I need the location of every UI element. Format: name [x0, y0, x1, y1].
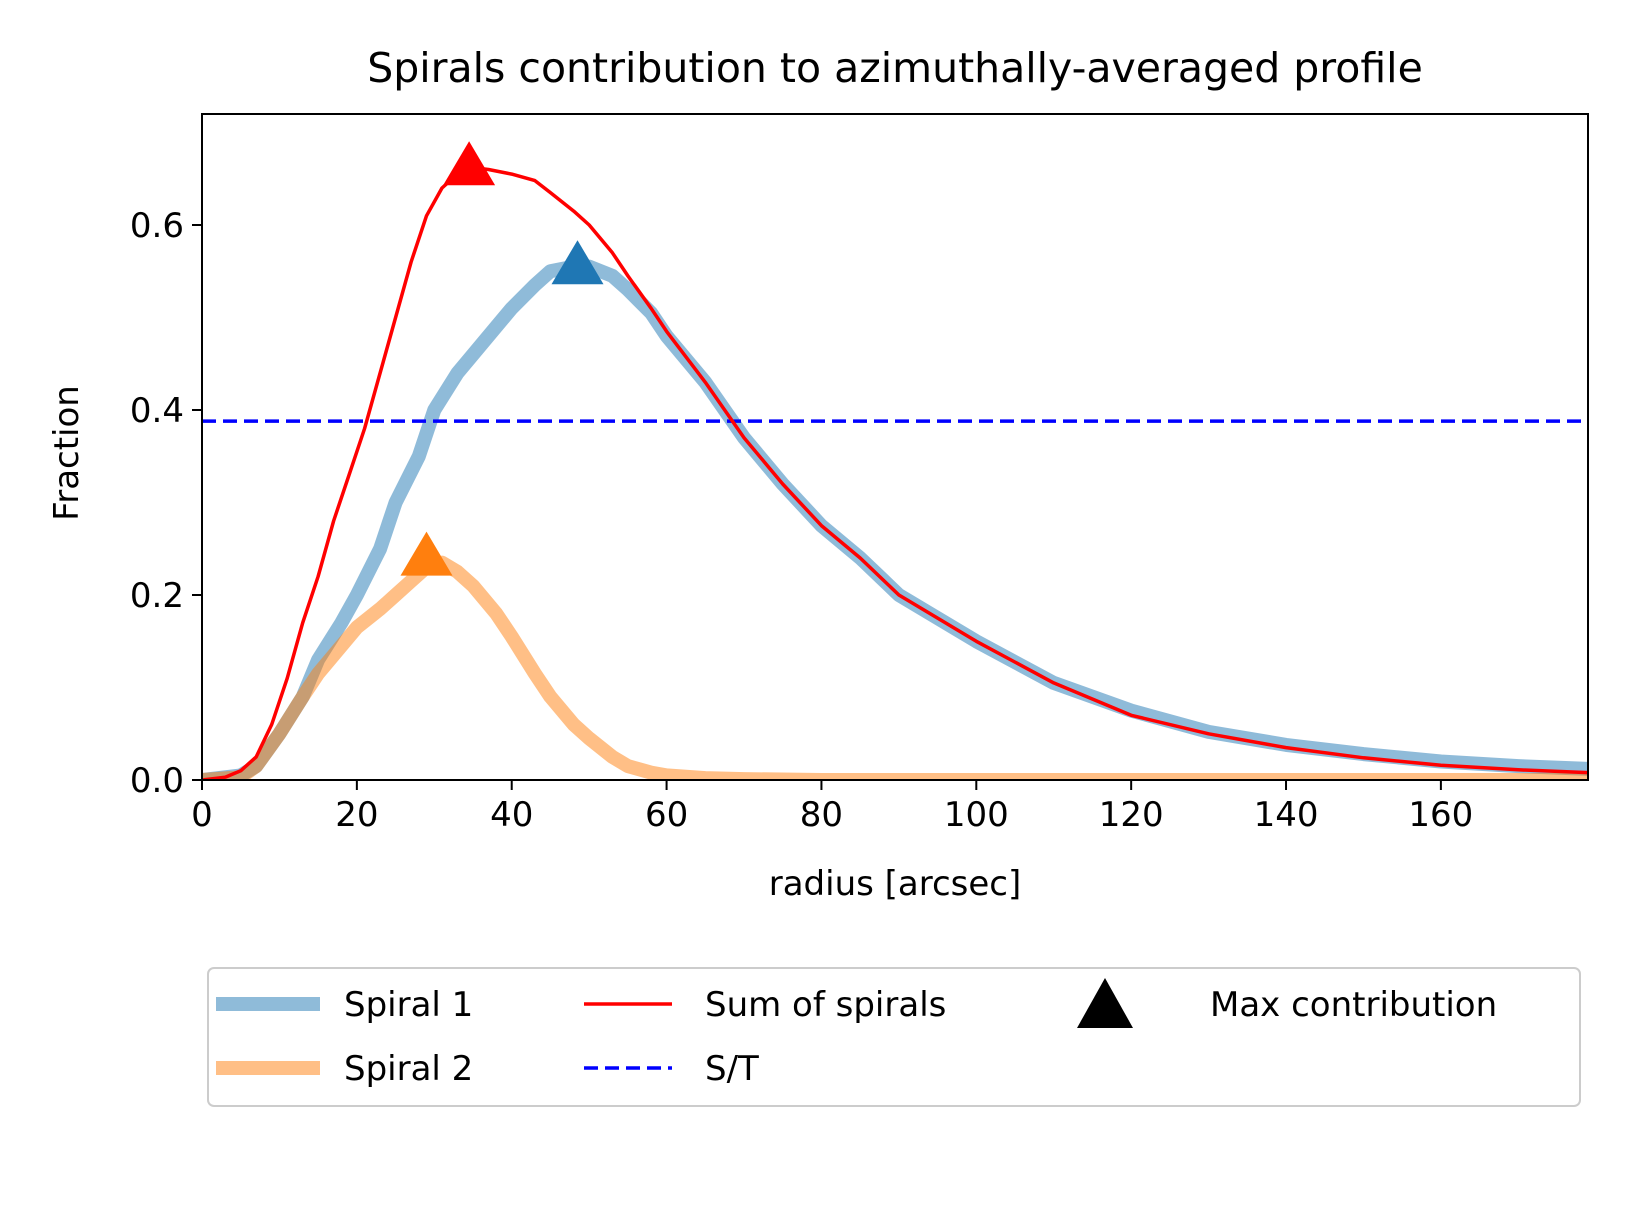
legend-label: Spiral 2 — [344, 1049, 473, 1089]
legend-label: Spiral 1 — [344, 985, 473, 1025]
y-tick-label: 0.4 — [130, 391, 184, 431]
x-tick-label: 60 — [645, 795, 688, 835]
x-tick-label: 100 — [944, 795, 1009, 835]
plot-area — [201, 113, 1589, 781]
x-tick-label: 120 — [1099, 795, 1164, 835]
y-tick-label: 0.2 — [130, 576, 184, 616]
y-tick-label: 0.6 — [130, 206, 184, 246]
legend-swatch — [1077, 978, 1133, 1028]
x-axis-label: radius [arcsec] — [769, 864, 1022, 904]
series-line-sum-of-spirals — [202, 165, 1588, 780]
x-tick-label: 160 — [1408, 795, 1473, 835]
series-line-spiral-1 — [202, 259, 1588, 780]
legend-label: Max contribution — [1210, 985, 1497, 1025]
x-tick-label: 140 — [1254, 795, 1319, 835]
x-tick-label: 40 — [490, 795, 533, 835]
x-tick-label: 80 — [800, 795, 843, 835]
y-tick-label: 0.0 — [130, 761, 184, 801]
y-axis-label: Fraction — [47, 385, 87, 521]
x-tick-label: 20 — [335, 795, 378, 835]
max-contribution-marker-1 — [443, 141, 496, 186]
data-layer — [202, 165, 1588, 780]
axes-frame — [201, 113, 1589, 781]
legend-label: Sum of spirals — [705, 985, 946, 1025]
legend: Spiral 1 Spiral 2 Sum of spirals S/T Max con… — [207, 967, 1581, 1107]
max-contribution-marker-2 — [551, 240, 604, 285]
chart-title: Spirals contribution to azimuthally-aver… — [367, 44, 1423, 92]
legend-box — [207, 967, 1581, 1107]
x-tick-label: 0 — [191, 795, 213, 835]
axis-ticks: 0 20 40 60 80 100 120 140 160 0.0 0.2 0.4 0.6 — [130, 206, 1473, 835]
legend-label: S/T — [705, 1049, 759, 1089]
max-contribution-marker-3 — [400, 531, 453, 576]
